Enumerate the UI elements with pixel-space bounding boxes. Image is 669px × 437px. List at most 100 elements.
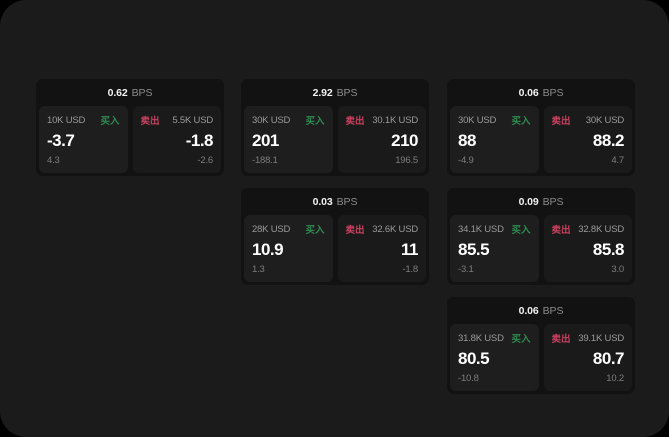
bps-unit-label: BPS [336,86,358,99]
buy-side-panel[interactable]: 28K USD 买入 10.9 1.3 [244,215,333,282]
buy-side-panel[interactable]: 10K USD 买入 -3.7 4.3 [39,106,128,173]
bps-unit-label: BPS [336,195,358,208]
card-sides: 34.1K USD 买入 85.5 -3.1 卖出 32.8K USD 85.8… [447,215,635,285]
sell-side-header: 卖出 5.5K USD [140,114,214,128]
sell-side-header: 卖出 30.1K USD [345,114,419,128]
buy-side-header: 28K USD 买入 [252,223,325,237]
sell-action-label: 卖出 [345,225,365,236]
sell-size-label: 30.1K USD [372,114,418,126]
buy-action-label: 买入 [511,334,531,345]
quote-card[interactable]: 0.09 BPS 34.1K USD 买入 85.5 -3.1 卖出 [447,188,635,285]
bps-unit-label: BPS [542,195,564,208]
card-header: 0.62 BPS [36,79,224,106]
sell-delta: 4.7 [611,155,624,166]
bps-value: 0.62 [107,86,128,99]
sell-side-header: 卖出 30K USD [551,114,625,128]
buy-price: 80.5 [458,349,490,368]
buy-side-panel[interactable]: 30K USD 买入 88 -4.9 [450,106,539,173]
buy-side-panel[interactable]: 31.8K USD 买入 80.5 -10.8 [450,324,539,391]
bps-value: 0.06 [518,304,539,317]
buy-delta: -10.8 [458,373,479,384]
sell-side-header: 卖出 39.1K USD [551,332,625,346]
card-header: 0.06 BPS [447,297,635,324]
sell-action-label: 卖出 [551,116,571,127]
sell-side-panel[interactable]: 卖出 32.8K USD 85.8 3.0 [543,215,632,282]
sell-action-label: 卖出 [551,225,571,236]
card-sides: 31.8K USD 买入 80.5 -10.8 卖出 39.1K USD 80.… [447,324,635,394]
sell-side-panel[interactable]: 卖出 32.6K USD 11 -1.8 [337,215,426,282]
buy-side-header: 30K USD 买入 [252,114,325,128]
buy-price: 201 [252,131,279,150]
card-header: 2.92 BPS [241,79,429,106]
bps-unit-label: BPS [131,86,153,99]
quote-column-1: 0.62 BPS 10K USD 买入 -3.7 4.3 卖出 [36,79,224,188]
buy-side-header: 31.8K USD 买入 [458,332,531,346]
buy-size-label: 28K USD [252,223,291,235]
sell-delta: -1.8 [402,264,418,275]
buy-delta: 4.3 [47,155,60,166]
card-header: 0.09 BPS [447,188,635,215]
sell-price: 210 [391,131,418,150]
sell-side-header: 卖出 32.6K USD [345,223,419,237]
buy-size-label: 34.1K USD [458,223,504,235]
sell-side-panel[interactable]: 卖出 5.5K USD -1.8 -2.6 [132,106,221,173]
buy-price: 10.9 [252,240,284,259]
buy-delta: -3.1 [458,264,474,275]
quote-card[interactable]: 0.06 BPS 30K USD 买入 88 -4.9 卖出 [447,79,635,176]
bps-unit-label: BPS [542,86,564,99]
sell-action-label: 卖出 [345,116,365,127]
quote-card[interactable]: 0.62 BPS 10K USD 买入 -3.7 4.3 卖出 [36,79,224,176]
card-sides: 30K USD 买入 88 -4.9 卖出 30K USD 88.2 4.7 [447,106,635,176]
buy-side-header: 34.1K USD 买入 [458,223,531,237]
buy-side-header: 10K USD 买入 [47,114,120,128]
quote-card[interactable]: 2.92 BPS 30K USD 买入 201 -188.1 卖出 [241,79,429,176]
quote-card[interactable]: 0.03 BPS 28K USD 买入 10.9 1.3 卖出 [241,188,429,285]
sell-delta: -2.6 [197,155,213,166]
buy-action-label: 买入 [305,116,325,127]
buy-size-label: 30K USD [458,114,497,126]
sell-action-label: 卖出 [551,334,571,345]
quote-card[interactable]: 0.06 BPS 31.8K USD 买入 80.5 -10.8 卖 [447,297,635,394]
sell-side-panel[interactable]: 卖出 30K USD 88.2 4.7 [543,106,632,173]
buy-side-header: 30K USD 买入 [458,114,531,128]
buy-price: -3.7 [47,131,75,150]
buy-size-label: 31.8K USD [458,332,504,344]
quote-column-3: 0.06 BPS 30K USD 买入 88 -4.9 卖出 [447,79,635,406]
buy-price: 88 [458,131,476,150]
sell-size-label: 32.8K USD [578,223,624,235]
buy-delta: -188.1 [252,155,278,166]
sell-price: 85.8 [592,240,625,259]
sell-size-label: 5.5K USD [172,114,213,126]
card-sides: 10K USD 买入 -3.7 4.3 卖出 5.5K USD -1.8 -2.… [36,106,224,176]
bps-unit-label: BPS [542,304,564,317]
buy-action-label: 买入 [511,116,531,127]
bps-value: 0.06 [518,86,539,99]
buy-price: 85.5 [458,240,490,259]
buy-action-label: 买入 [100,116,120,127]
buy-delta: 1.3 [252,264,265,275]
sell-size-label: 32.6K USD [372,223,418,235]
buy-delta: -4.9 [458,155,474,166]
sell-action-label: 卖出 [140,116,160,127]
buy-size-label: 10K USD [47,114,86,126]
buy-side-panel[interactable]: 34.1K USD 买入 85.5 -3.1 [450,215,539,282]
sell-price: 11 [401,240,418,259]
sell-side-panel[interactable]: 卖出 30.1K USD 210 196.5 [337,106,426,173]
buy-action-label: 买入 [511,225,531,236]
sell-delta: 196.5 [395,155,418,166]
card-header: 0.06 BPS [447,79,635,106]
card-header: 0.03 BPS [241,188,429,215]
quote-card-grid: 0.62 BPS 10K USD 买入 -3.7 4.3 卖出 [36,79,635,394]
buy-action-label: 买入 [305,225,325,236]
bps-value: 2.92 [312,86,333,99]
quote-column-2: 2.92 BPS 30K USD 买入 201 -188.1 卖出 [241,79,429,297]
card-sides: 28K USD 买入 10.9 1.3 卖出 32.6K USD 11 -1.8 [241,215,429,285]
sell-price: 88.2 [592,131,625,150]
card-sides: 30K USD 买入 201 -188.1 卖出 30.1K USD 210 1… [241,106,429,176]
sell-size-label: 30K USD [585,114,624,126]
bps-value: 0.03 [312,195,333,208]
sell-price: -1.8 [185,131,214,150]
buy-side-panel[interactable]: 30K USD 买入 201 -188.1 [244,106,333,173]
sell-side-panel[interactable]: 卖出 39.1K USD 80.7 10.2 [543,324,632,391]
